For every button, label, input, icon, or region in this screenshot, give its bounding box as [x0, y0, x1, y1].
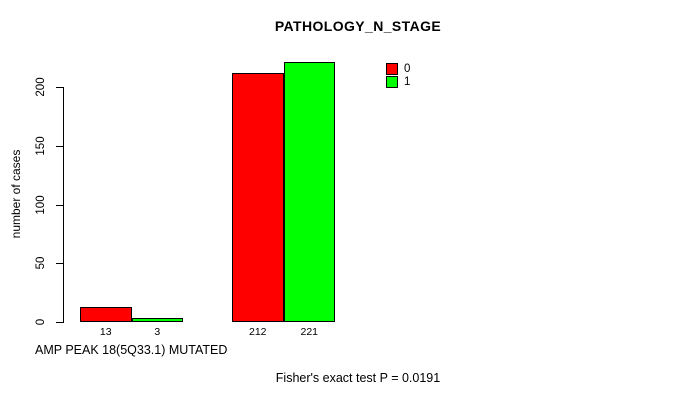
bar-series-1-group-2: [283, 62, 335, 322]
y-axis-tick-label: 150: [35, 136, 47, 156]
bar-value-label: 221: [300, 326, 319, 338]
y-axis-tick-label: 200: [35, 77, 47, 97]
legend-swatch-icon: [386, 63, 398, 75]
bar-series-1-group-1: [131, 318, 183, 322]
bar-value-label: 13: [99, 326, 112, 338]
y-axis-tick-label: 50: [35, 256, 47, 270]
legend-swatch-icon: [386, 76, 398, 88]
bar-value-label: 212: [248, 326, 267, 338]
bar-value-label: 3: [154, 326, 161, 338]
legend-label: 0: [404, 63, 411, 75]
legend-label: 1: [404, 76, 411, 88]
bar-series-0-group-1: [80, 306, 132, 322]
x-axis-title: AMP PEAK 18(5Q33.1) MUTATED: [35, 343, 228, 357]
y-axis-tick: [56, 322, 63, 323]
bar-series-0-group-2: [232, 72, 284, 322]
stat-footnote: Fisher's exact test P = 0.0191: [275, 371, 441, 385]
chart-title: PATHOLOGY_N_STAGE: [274, 18, 442, 34]
y-axis-title: number of cases: [9, 149, 23, 239]
legend-row: 1: [386, 76, 410, 88]
y-axis-tick-label: 100: [35, 194, 47, 215]
y-axis-tick: [56, 263, 63, 265]
y-axis-line: [63, 87, 64, 323]
legend-row: 0: [386, 63, 410, 75]
y-axis-tick: [56, 204, 63, 206]
y-axis-tick: [56, 145, 63, 147]
y-axis-tick: [56, 87, 63, 88]
